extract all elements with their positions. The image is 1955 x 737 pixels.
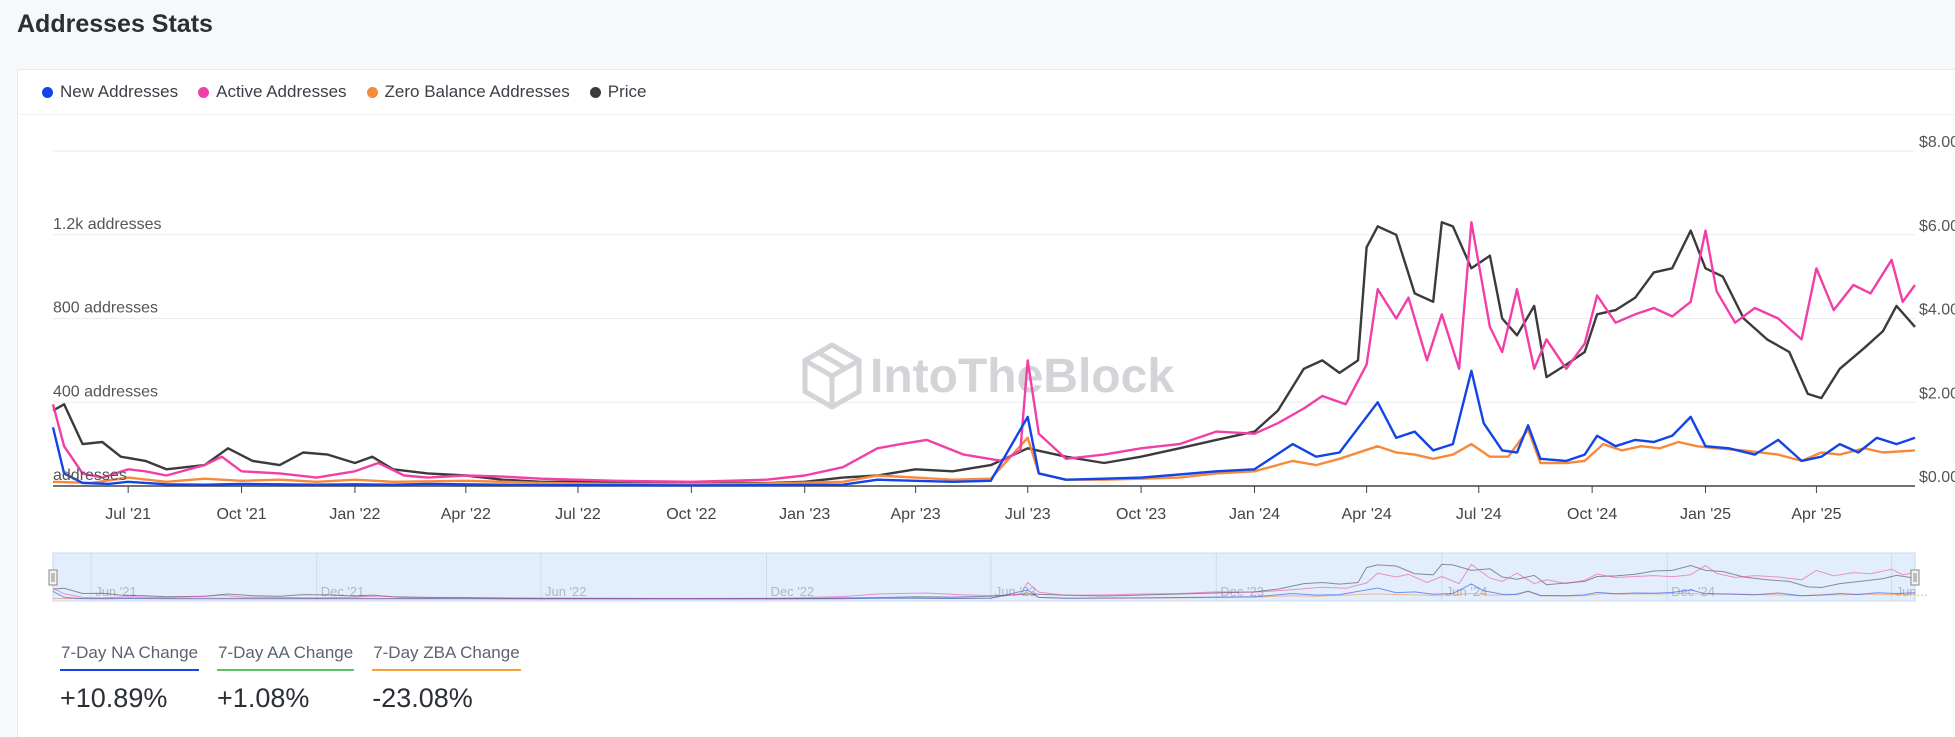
stat-na-change: 7-Day NA Change +10.89% xyxy=(60,643,200,714)
y-right-tick-label: $2.00 xyxy=(1919,385,1955,402)
y-right-tick-label: $6.00 xyxy=(1919,218,1955,235)
stat-value: +1.08% xyxy=(217,683,310,713)
y-left-tick-label: 1.2k addresses xyxy=(53,216,162,233)
navigator-line xyxy=(52,563,1916,600)
chart-legend: New Addresses Active Addresses Zero Bala… xyxy=(42,82,646,102)
series-lines xyxy=(51,220,1916,487)
y-right-tick-label: $0.00 xyxy=(1919,469,1955,486)
x-tick-label: Jan '24 xyxy=(1229,506,1280,523)
watermark-text: IntoTheBlock xyxy=(870,350,1174,403)
navigator-right-handle[interactable] xyxy=(1910,569,1920,586)
legend-dot-active-addresses xyxy=(198,86,210,98)
series-line-zero-balance-addresses xyxy=(52,428,1916,486)
x-tick-label: Oct '24 xyxy=(1567,506,1617,523)
legend-item-new-addresses[interactable]: New Addresses xyxy=(42,82,178,102)
range-navigator[interactable]: Jun '21 Dec '21 Jun '22 Dec '22 Jun '23 Dec '… xyxy=(48,552,1928,602)
navigator-tick-label: Dec '22 xyxy=(770,584,814,599)
x-tick-label: Jul '22 xyxy=(555,506,601,523)
y-left-tick-label: 400 addresses xyxy=(53,383,158,400)
x-tick-label: Jan '25 xyxy=(1680,506,1731,523)
x-tick-label: Jul '23 xyxy=(1005,506,1051,523)
legend-item-zero-balance-addresses[interactable]: Zero Balance Addresses xyxy=(366,82,570,102)
legend-dot-new-addresses xyxy=(42,86,53,98)
x-tick-label: Oct '22 xyxy=(666,506,716,523)
y-left-tick-label: addresses xyxy=(53,467,127,484)
navigator-tick-label: Dec '24 xyxy=(1671,584,1715,599)
series-line-price xyxy=(52,220,1916,485)
legend-label: New Addresses xyxy=(60,82,179,101)
stat-aa-change: 7-Day AA Change +1.08% xyxy=(217,643,355,714)
x-tick-label: Oct '21 xyxy=(216,506,266,523)
x-tick-label: Apr '22 xyxy=(441,506,491,523)
x-tick-label: Oct '23 xyxy=(1116,506,1166,523)
legend-dot-zero-balance-addresses xyxy=(366,86,378,98)
stat-label: 7-Day AA Change xyxy=(217,643,355,671)
navigator-tick-label: Dec '23 xyxy=(1220,584,1264,599)
x-tick-label: Apr '25 xyxy=(1791,506,1841,523)
stat-label: 7-Day NA Change xyxy=(60,643,200,671)
stat-label: 7-Day ZBA Change xyxy=(372,643,521,671)
legend-divider xyxy=(17,114,1955,115)
stats-row: 7-Day NA Change +10.89% 7-Day AA Change … xyxy=(60,643,539,714)
grid-lines xyxy=(53,150,1915,493)
x-tick-label: Jul '21 xyxy=(105,506,151,523)
navigator-tick-label: Jun... xyxy=(1896,584,1928,599)
legend-item-active-addresses[interactable]: Active Addresses xyxy=(198,82,347,102)
y-right-tick-label: $8.00 xyxy=(1919,134,1955,151)
x-tick-label: Jan '22 xyxy=(329,506,380,523)
stat-value: -23.08% xyxy=(372,683,473,713)
y-right-tick-label: $4.00 xyxy=(1919,302,1955,319)
navigator-left-handle[interactable] xyxy=(48,569,58,586)
x-tick-label: Jul '24 xyxy=(1456,506,1502,523)
axis-labels: $0.00 $2.00 $4.00 $6.00 $8.00 addresses 400 ad… xyxy=(53,134,1955,523)
x-tick-label: Jan '23 xyxy=(779,506,830,523)
navigator-line xyxy=(52,583,1916,600)
legend-dot-price xyxy=(589,86,601,98)
legend-label: Price xyxy=(607,82,647,101)
page-title: Addresses Stats xyxy=(17,10,213,38)
legend-label: Active Addresses xyxy=(216,82,347,101)
stat-value: +10.89% xyxy=(60,683,168,713)
navigator-tick-label: Jun '22 xyxy=(545,584,587,599)
x-tick-label: Apr '24 xyxy=(1342,506,1392,523)
legend-label: Zero Balance Addresses xyxy=(384,82,570,101)
watermark: IntoTheBlock xyxy=(802,342,1174,410)
navigator-line xyxy=(52,563,1916,600)
chart-card xyxy=(17,69,1955,737)
navigator-tick-label: Jun '24 xyxy=(1446,584,1488,599)
series-line-new-addresses xyxy=(51,369,1916,487)
legend-item-price[interactable]: Price xyxy=(589,82,647,102)
watermark-logo-icon xyxy=(802,342,862,410)
series-line-active-addresses xyxy=(51,220,1916,483)
stat-zba-change: 7-Day ZBA Change -23.08% xyxy=(372,643,521,714)
y-left-tick-label: 800 addresses xyxy=(53,300,158,317)
x-tick-label: Apr '23 xyxy=(891,506,941,523)
